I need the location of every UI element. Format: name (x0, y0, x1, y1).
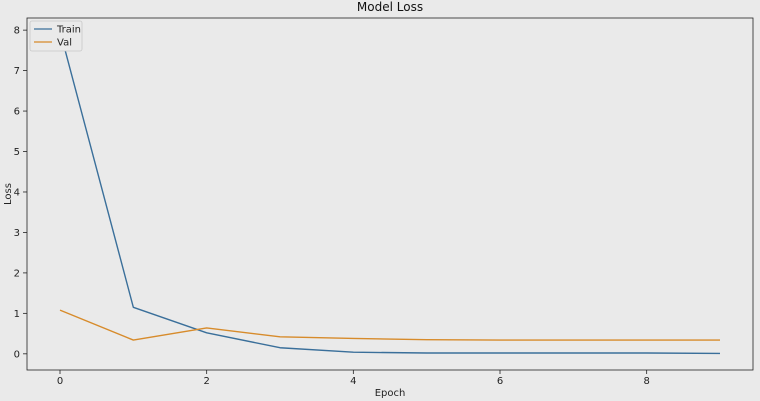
y-tick-label: 4 (14, 187, 20, 198)
y-tick-label: 6 (14, 107, 20, 118)
y-tick-label: 5 (14, 147, 20, 158)
chart-title: Model Loss (357, 0, 423, 14)
series-lines (59, 30, 721, 355)
y-tick-label: 3 (14, 228, 20, 239)
legend-label-val: Val (57, 38, 72, 49)
y-axis: 0 1 2 3 4 5 6 7 8 (14, 26, 27, 360)
x-axis-label: Epoch (375, 388, 406, 399)
y-tick-label: 8 (14, 26, 20, 37)
y-tick-label: 7 (14, 66, 20, 77)
series-line-train (59, 30, 721, 355)
y-tick-label: 1 (14, 309, 20, 320)
x-tick-label: 2 (203, 376, 209, 387)
y-tick-label: 2 (14, 268, 20, 279)
series-line-val (59, 309, 720, 341)
x-tick-label: 4 (350, 376, 356, 387)
y-tick-label: 0 (14, 349, 20, 360)
x-tick-label: 0 (57, 376, 63, 387)
legend-label-train: Train (56, 25, 81, 36)
x-tick-label: 6 (497, 376, 503, 387)
y-axis-label: Loss (3, 183, 14, 205)
legend: Train Val (29, 20, 83, 52)
x-axis: 0 2 4 6 8 (57, 370, 650, 387)
plot-frame (26, 17, 754, 371)
x-tick-label: 8 (643, 376, 649, 387)
